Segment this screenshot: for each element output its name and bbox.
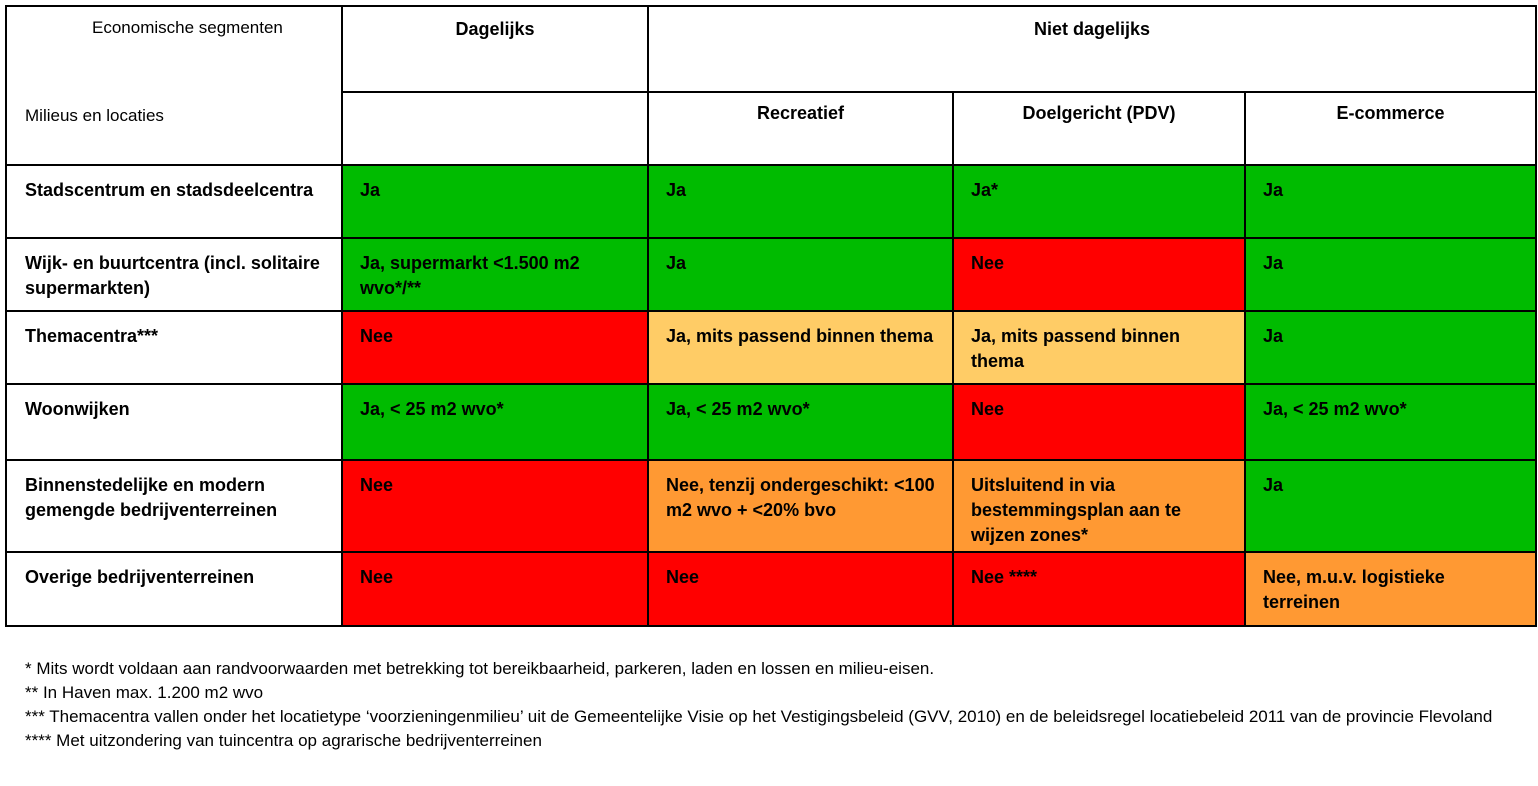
table-row: Themacentra*** Nee Ja, mits passend binn… [5, 310, 1538, 385]
cell-ecommerce: Ja, < 25 m2 wvo* [1243, 383, 1538, 461]
cell-recreatief: Ja [647, 164, 954, 239]
cell-dagelijks: Nee [341, 551, 649, 627]
economische-segmenten-label: Economische segmenten [92, 18, 283, 37]
corner-header-cell: Economische segmenten Milieus en locatie… [5, 5, 343, 166]
cell-dagelijks: Ja, supermarkt <1.500 m2 wvo*/** [341, 237, 649, 312]
table-row: Woonwijken Ja, < 25 m2 wvo* Ja, < 25 m2 … [5, 383, 1538, 461]
row-label: Wijk- en buurtcentra (incl. solitaire su… [5, 237, 343, 312]
footnote: **** Met uitzondering van tuincentra op … [25, 731, 542, 750]
table-row: Wijk- en buurtcentra (incl. solitaire su… [5, 237, 1538, 312]
table-row: Stadscentrum en stadsdeelcentra Ja Ja Ja… [5, 164, 1538, 239]
row-label: Woonwijken [5, 383, 343, 461]
row-label: Overige bedrijventerreinen [5, 551, 343, 627]
milieus-en-locaties-label: Milieus en locaties [25, 106, 164, 125]
cell-doelgericht: Nee **** [952, 551, 1246, 627]
cell-dagelijks: Nee [341, 459, 649, 553]
cell-recreatief: Ja, mits passend binnen thema [647, 310, 954, 385]
footnotes: * Mits wordt voldaan aan randvoorwaarden… [25, 657, 1525, 753]
row-label: Stadscentrum en stadsdeelcentra [5, 164, 343, 239]
cell-doelgericht: Ja* [952, 164, 1246, 239]
table-row: Overige bedrijventerreinen Nee Nee Nee *… [5, 551, 1538, 627]
cell-dagelijks: Ja, < 25 m2 wvo* [341, 383, 649, 461]
cell-doelgericht: Uitsluitend in via bestemmingsplan aan t… [952, 459, 1246, 553]
recreatief-header: Recreatief [647, 91, 954, 166]
cell-ecommerce: Ja [1243, 237, 1538, 312]
ecommerce-header: E-commerce [1243, 91, 1538, 166]
cell-ecommerce: Nee, m.u.v. logistieke terreinen [1243, 551, 1538, 627]
cell-doelgericht: Nee [952, 237, 1246, 312]
locatiebeleid-table: Economische segmenten Milieus en locatie… [5, 5, 1538, 627]
cell-dagelijks: Nee [341, 310, 649, 385]
dagelijks-subheader-empty [341, 91, 649, 166]
cell-recreatief: Ja [647, 237, 954, 312]
row-label: Binnenstedelijke en modern gemengde bedr… [5, 459, 343, 553]
cell-ecommerce: Ja [1243, 459, 1538, 553]
cell-doelgericht: Nee [952, 383, 1246, 461]
cell-recreatief: Nee [647, 551, 954, 627]
cell-doelgericht: Ja, mits passend binnen thema [952, 310, 1246, 385]
cell-ecommerce: Ja [1243, 310, 1538, 385]
dagelijks-header: Dagelijks [341, 5, 649, 93]
footnote: *** Themacentra vallen onder het locatie… [25, 707, 1493, 726]
cell-ecommerce: Ja [1243, 164, 1538, 239]
footnote: ** In Haven max. 1.200 m2 wvo [25, 683, 264, 702]
cell-recreatief: Nee, tenzij ondergeschikt: <100 m2 wvo +… [647, 459, 954, 553]
cell-dagelijks: Ja [341, 164, 649, 239]
table-row: Binnenstedelijke en modern gemengde bedr… [5, 459, 1538, 553]
niet-dagelijks-header: Niet dagelijks [646, 5, 1538, 93]
row-label: Themacentra*** [5, 310, 343, 385]
footnote: * Mits wordt voldaan aan randvoorwaarden… [25, 659, 935, 678]
cell-recreatief: Ja, < 25 m2 wvo* [647, 383, 954, 461]
doelgericht-header: Doelgericht (PDV) [952, 91, 1246, 166]
